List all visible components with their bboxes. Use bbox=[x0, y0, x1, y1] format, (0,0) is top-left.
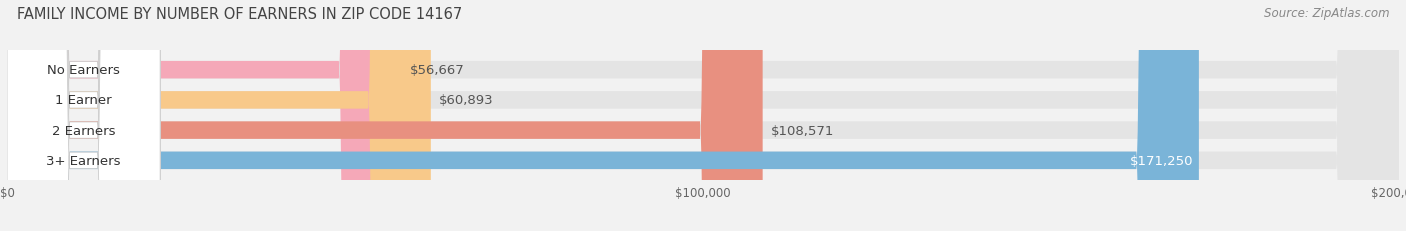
FancyBboxPatch shape bbox=[7, 0, 160, 231]
FancyBboxPatch shape bbox=[7, 0, 1399, 231]
FancyBboxPatch shape bbox=[7, 0, 1399, 231]
FancyBboxPatch shape bbox=[7, 0, 160, 231]
FancyBboxPatch shape bbox=[7, 0, 160, 231]
FancyBboxPatch shape bbox=[7, 0, 1399, 231]
FancyBboxPatch shape bbox=[7, 0, 762, 231]
Text: No Earners: No Earners bbox=[48, 64, 120, 77]
Text: 2 Earners: 2 Earners bbox=[52, 124, 115, 137]
Text: $56,667: $56,667 bbox=[409, 64, 464, 77]
FancyBboxPatch shape bbox=[7, 0, 1399, 231]
Text: Source: ZipAtlas.com: Source: ZipAtlas.com bbox=[1264, 7, 1389, 20]
Text: 3+ Earners: 3+ Earners bbox=[46, 154, 121, 167]
FancyBboxPatch shape bbox=[7, 0, 430, 231]
FancyBboxPatch shape bbox=[7, 0, 160, 231]
FancyBboxPatch shape bbox=[7, 0, 402, 231]
Text: FAMILY INCOME BY NUMBER OF EARNERS IN ZIP CODE 14167: FAMILY INCOME BY NUMBER OF EARNERS IN ZI… bbox=[17, 7, 463, 22]
FancyBboxPatch shape bbox=[7, 0, 1199, 231]
Text: $60,893: $60,893 bbox=[439, 94, 494, 107]
Text: $171,250: $171,250 bbox=[1130, 154, 1194, 167]
Text: $108,571: $108,571 bbox=[770, 124, 834, 137]
Text: 1 Earner: 1 Earner bbox=[55, 94, 112, 107]
